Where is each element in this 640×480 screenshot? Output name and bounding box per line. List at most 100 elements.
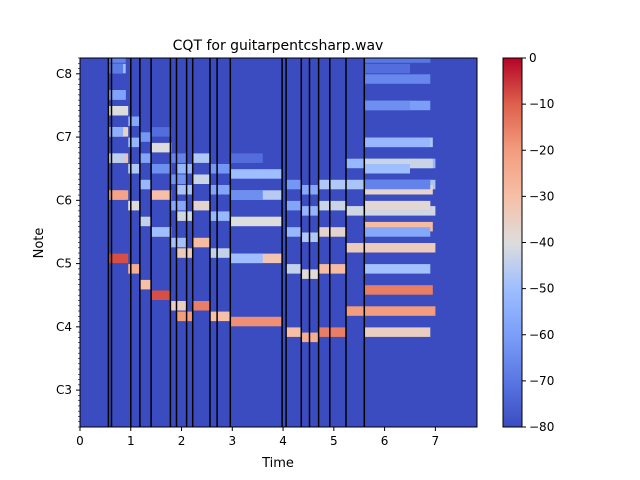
activation-band bbox=[346, 306, 436, 316]
activation-band bbox=[192, 237, 210, 248]
y-tick-label: C4 bbox=[56, 320, 72, 334]
activation-band bbox=[139, 216, 152, 227]
activation-band bbox=[364, 179, 431, 190]
activation-band bbox=[151, 127, 172, 137]
activation-band bbox=[230, 153, 263, 163]
activation-band bbox=[318, 179, 346, 190]
y-tick-label: C6 bbox=[56, 193, 72, 207]
note-activations bbox=[108, 58, 436, 343]
activation-band bbox=[170, 301, 187, 311]
activation-band bbox=[210, 311, 231, 322]
activation-band bbox=[364, 327, 431, 337]
activation-band bbox=[318, 264, 346, 274]
colorbar-tick-label: −80 bbox=[529, 420, 554, 434]
activation-band bbox=[108, 90, 126, 100]
spectrogram-background bbox=[80, 58, 477, 427]
activation-band bbox=[286, 264, 302, 274]
activation-band bbox=[170, 200, 187, 211]
activation-band bbox=[108, 253, 129, 264]
x-tick-label: 1 bbox=[127, 434, 135, 448]
activation-band bbox=[364, 74, 431, 84]
activation-band bbox=[151, 190, 172, 200]
onset-lines bbox=[107, 58, 366, 427]
activation-band bbox=[210, 185, 231, 195]
activation-band bbox=[364, 200, 431, 211]
x-tick-label: 6 bbox=[381, 434, 389, 448]
activation-band bbox=[128, 200, 140, 211]
colorbar-tick-label: −30 bbox=[529, 189, 554, 203]
activation-band bbox=[364, 58, 431, 63]
activation-band bbox=[170, 174, 187, 184]
colorbar-tick-label: −20 bbox=[529, 143, 554, 157]
activation-band bbox=[230, 190, 263, 200]
activation-band bbox=[128, 137, 140, 148]
activation-band bbox=[151, 290, 172, 300]
activation-band bbox=[210, 211, 231, 221]
activation-band bbox=[286, 227, 302, 237]
activation-band bbox=[176, 248, 193, 258]
activation-band bbox=[176, 164, 193, 174]
activation-band bbox=[346, 206, 436, 216]
activation-band bbox=[108, 58, 126, 63]
activation-band bbox=[151, 227, 172, 237]
activation-band bbox=[286, 200, 302, 211]
activation-band bbox=[170, 153, 187, 163]
activation-band bbox=[230, 253, 263, 264]
activation-band bbox=[364, 264, 431, 274]
x-tick-label: 7 bbox=[432, 434, 440, 448]
x-axis-label: Time bbox=[261, 456, 294, 471]
activation-band bbox=[139, 179, 152, 190]
colorbar-tick-label: −60 bbox=[529, 328, 554, 342]
activation-band bbox=[364, 227, 431, 237]
activation-band bbox=[364, 164, 410, 174]
x-tick-label: 2 bbox=[178, 434, 186, 448]
activation-band bbox=[210, 248, 231, 258]
colorbar-tick-label: 0 bbox=[529, 51, 537, 65]
colorbar-tick-label: −10 bbox=[529, 97, 554, 111]
y-axis: C3 C4 C5 C6 C7 C8 bbox=[56, 57, 80, 428]
colorbar-ticks: 0 −10 −20 −30 −40 −50 −60 −70 −80 bbox=[522, 51, 554, 434]
colorbar-tick-label: −50 bbox=[529, 282, 554, 296]
plot-area bbox=[79, 57, 478, 428]
activation-band bbox=[170, 237, 187, 248]
activation-band bbox=[286, 179, 302, 190]
activation-band bbox=[364, 63, 410, 74]
activation-band bbox=[192, 301, 210, 311]
activation-band bbox=[318, 227, 346, 237]
activation-band bbox=[151, 142, 172, 153]
x-tick-label: 5 bbox=[330, 434, 338, 448]
activation-band bbox=[192, 200, 210, 211]
activation-band bbox=[364, 221, 433, 232]
activation-band bbox=[364, 100, 410, 111]
colorbar-gradient bbox=[502, 57, 523, 428]
colorbar-tick-label: −70 bbox=[529, 374, 554, 388]
activation-band bbox=[108, 190, 126, 200]
y-tick-label: C8 bbox=[56, 67, 72, 81]
x-tick-label: 4 bbox=[279, 434, 287, 448]
activation-band bbox=[108, 153, 126, 163]
activation-band bbox=[128, 264, 140, 274]
activation-band bbox=[364, 185, 433, 195]
colorbar: 0 −10 −20 −30 −40 −50 −60 −70 −80 bbox=[502, 51, 554, 434]
activation-band bbox=[230, 316, 283, 327]
activation-band bbox=[128, 164, 140, 174]
activation-band bbox=[192, 174, 210, 184]
activation-band bbox=[210, 164, 231, 174]
activation-band bbox=[139, 153, 152, 163]
activation-band bbox=[128, 116, 140, 126]
x-axis: 0 1 2 3 4 5 6 7 bbox=[76, 427, 439, 448]
activation-band bbox=[364, 137, 431, 148]
activation-band bbox=[346, 243, 436, 253]
y-tick-label: C5 bbox=[56, 257, 72, 271]
activation-band bbox=[151, 164, 172, 174]
activation-band bbox=[230, 216, 283, 227]
chart-title: CQT for guitarpentcsharp.wav bbox=[173, 38, 384, 54]
y-tick-label: C7 bbox=[56, 130, 72, 144]
activation-band bbox=[318, 200, 346, 211]
x-tick-label: 0 bbox=[76, 434, 84, 448]
activation-band bbox=[286, 327, 302, 337]
activation-band bbox=[108, 63, 124, 74]
activation-band bbox=[364, 285, 433, 295]
activation-band bbox=[176, 311, 193, 322]
